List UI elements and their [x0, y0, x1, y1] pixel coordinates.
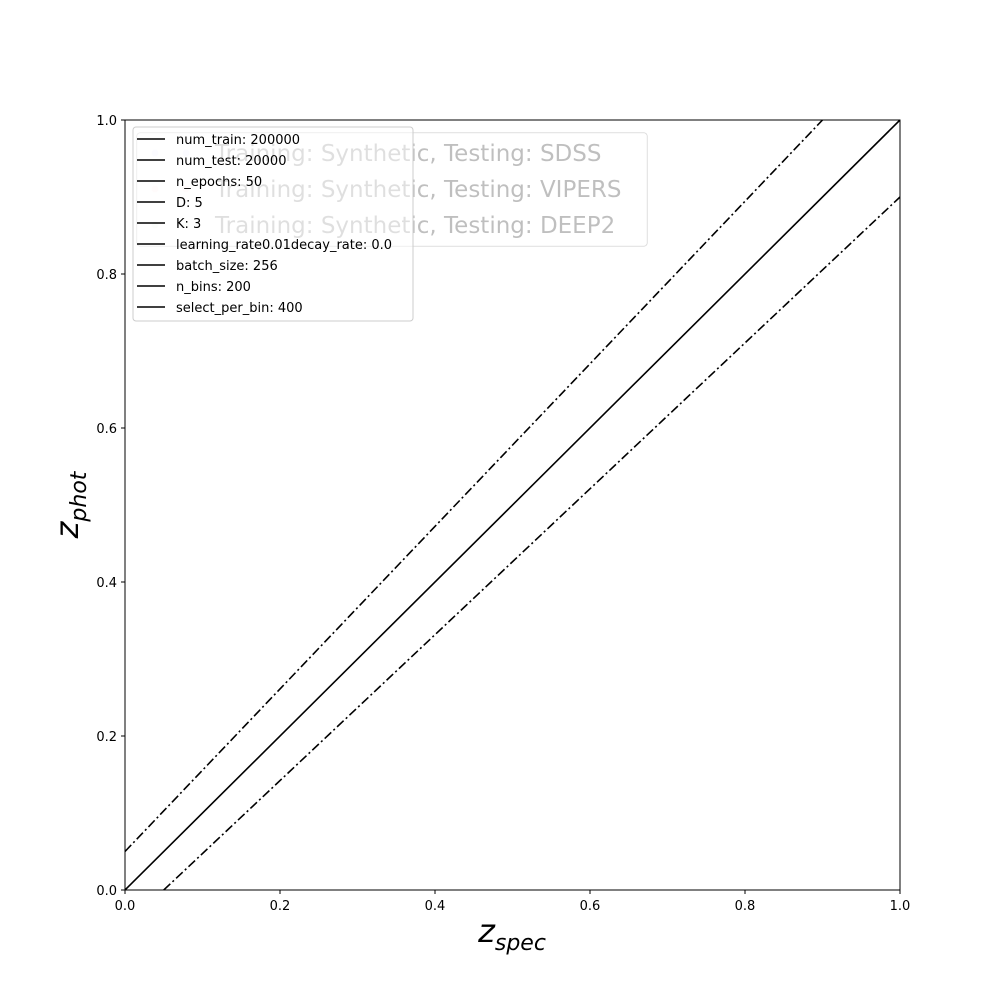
legend-hyper-label: n_bins: 200	[176, 280, 251, 295]
y-tick-label: 0.6	[96, 422, 117, 437]
x-tick-label: 0.2	[270, 899, 291, 914]
y-axis-label-base: z	[48, 520, 86, 539]
series-line-1	[124, 119, 824, 853]
y-tick-label: 1.0	[96, 114, 117, 129]
plot-frame	[124, 119, 901, 891]
data-lines	[124, 119, 901, 891]
axis-ticks: 0.0 0.2 0.4 0.6 0.8 1.0 0.0 0.2 0.4 0.6 0.8 1.0	[96, 114, 910, 914]
legend-hyper-label: n_epochs: 50	[176, 175, 262, 190]
x-tick-label: 0.0	[115, 899, 136, 914]
y-tick-label: 0.0	[96, 884, 117, 899]
x-axis-label: zspec	[477, 912, 546, 956]
x-tick-label: 0.4	[425, 899, 446, 914]
x-tick-label: 0.6	[580, 899, 601, 914]
x-axis-label-sub: spec	[495, 931, 546, 956]
y-tick-label: 0.8	[96, 268, 117, 283]
legend-hyper-label: batch_size: 256	[176, 259, 278, 274]
x-axis-label-base: z	[477, 912, 496, 950]
y-axis-label-sub: phot	[67, 470, 92, 522]
legend-hyper-label: K: 3	[176, 217, 201, 232]
series-line-0	[124, 119, 901, 891]
legend-hyper-label: select_per_bin: 400	[176, 301, 303, 316]
legend-hyper-label: D: 5	[176, 196, 203, 211]
legend-hyper-frame	[132, 126, 414, 322]
legend-hyper-label: num_test: 20000	[176, 154, 286, 169]
y-tick-label: 0.4	[96, 576, 117, 591]
legend-hyperparameters: num_train: 200000 num_test: 20000 n_epochs…	[132, 126, 414, 322]
legend-hyper-label: learning_rate0.01decay_rate: 0.0	[176, 238, 392, 253]
y-tick-label: 0.2	[96, 730, 117, 745]
x-tick-label: 1.0	[890, 899, 911, 914]
series-line-2	[163, 196, 901, 891]
x-tick-label: 0.8	[735, 899, 756, 914]
y-axis-label: zphot	[48, 470, 92, 539]
legend-hyper-label: num_train: 200000	[176, 133, 300, 148]
